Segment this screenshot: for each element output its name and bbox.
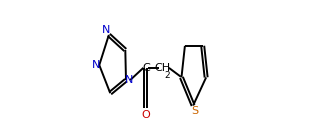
Text: CH: CH (154, 63, 170, 73)
Text: 2: 2 (165, 71, 170, 80)
Text: S: S (192, 106, 199, 116)
Text: N: N (92, 60, 100, 70)
Text: O: O (141, 110, 150, 120)
Text: C: C (142, 63, 150, 73)
Text: N: N (102, 25, 111, 35)
Text: N: N (125, 75, 133, 85)
